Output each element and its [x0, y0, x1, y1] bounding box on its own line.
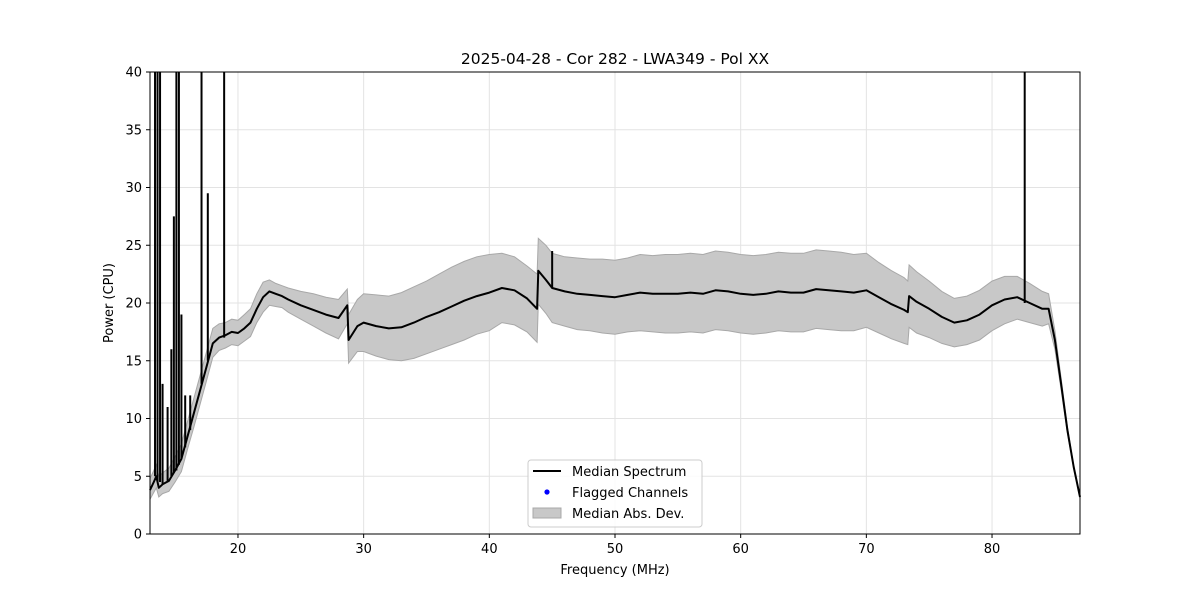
y-axis-ticks: 0 5 10 15 20 25 30 35 40: [125, 66, 150, 543]
x-tick-label: 80: [984, 542, 1001, 557]
y-tick-label: 5: [134, 470, 142, 485]
y-tick-label: 30: [125, 181, 142, 196]
legend-box: [527, 459, 703, 528]
legend-flagged-swatch: [544, 489, 550, 495]
y-tick-label: 35: [125, 123, 142, 138]
y-tick-label: 0: [134, 528, 142, 543]
spike-layer: [154, 72, 1026, 485]
x-tick-label: 40: [481, 542, 498, 557]
x-axis-label: Frequency (MHz): [560, 563, 669, 578]
x-tick-label: 70: [858, 542, 875, 557]
y-tick-label: 25: [125, 239, 142, 254]
legend: Median Spectrum Flagged Channels Median …: [527, 459, 703, 528]
x-tick-label: 60: [732, 542, 749, 557]
y-tick-label: 20: [125, 297, 142, 312]
legend-mad-label: Median Abs. Dev.: [572, 507, 684, 522]
x-axis-ticks: 20 30 40 50 60 70 80: [230, 534, 1001, 557]
x-tick-label: 50: [607, 542, 624, 557]
legend-flagged-label: Flagged Channels: [572, 486, 688, 501]
x-tick-label: 20: [230, 542, 247, 557]
x-tick-label: 30: [355, 542, 372, 557]
y-tick-label: 40: [125, 66, 142, 81]
y-tick-label: 15: [125, 354, 142, 369]
legend-median-label: Median Spectrum: [572, 465, 686, 480]
legend-mad-swatch: [532, 507, 562, 519]
y-axis-label: Power (CPU): [102, 263, 117, 343]
chart-title: 2025-04-28 - Cor 282 - LWA349 - Pol XX: [461, 50, 770, 68]
median-spectrum-line: [149, 269, 1081, 498]
median-line-layer: [149, 269, 1081, 498]
y-tick-label: 10: [125, 412, 142, 427]
